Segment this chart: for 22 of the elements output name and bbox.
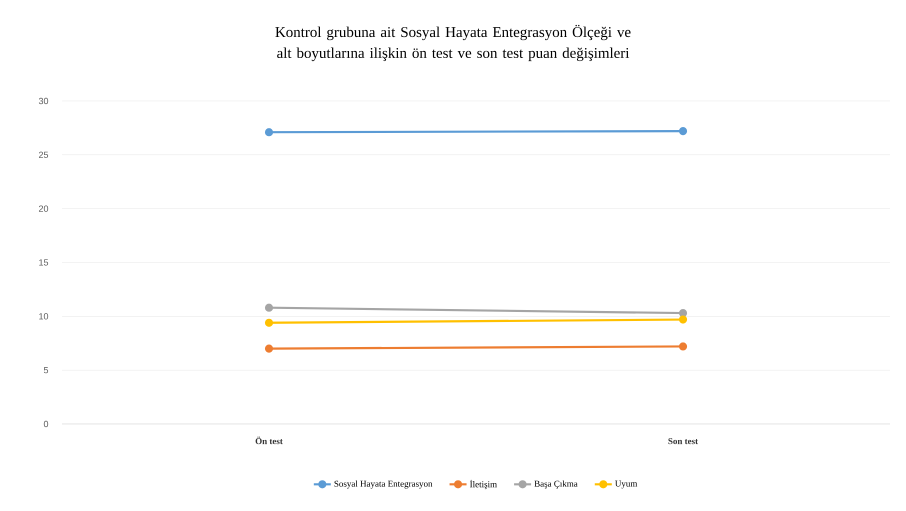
point bbox=[678, 309, 688, 318]
x-tick-label: Son test bbox=[668, 438, 698, 444]
point bbox=[678, 342, 688, 351]
y-tick-label: 25 bbox=[38, 152, 48, 158]
y-tick-label: 15 bbox=[39, 259, 48, 266]
x-tick-label: Ön test bbox=[256, 436, 283, 444]
legend-label: Sosyal Hayata Entegrasyon bbox=[334, 480, 432, 489]
point bbox=[678, 127, 688, 136]
legend-label: İletişim bbox=[470, 480, 497, 490]
legend-label: Uyum bbox=[615, 480, 638, 488]
y-tick-label: 20 bbox=[38, 205, 48, 212]
legend-label: Başa Çıkma bbox=[534, 480, 578, 489]
point bbox=[678, 315, 688, 324]
point bbox=[264, 128, 274, 136]
y-tick-label: 10 bbox=[39, 313, 48, 320]
point bbox=[264, 318, 274, 327]
y-tick-label: 5 bbox=[44, 367, 48, 374]
chart-title: Kontrol grubuna ait Sosyal Hayata Entegrasyon Ölçeği ve alt boyutlarına ilişkin ön test ve son test puan değişimleri bbox=[275, 24, 631, 62]
y-tick-label: 0 bbox=[44, 420, 48, 428]
point bbox=[264, 304, 274, 312]
point bbox=[264, 344, 274, 353]
y-tick-label: 30 bbox=[38, 98, 48, 104]
